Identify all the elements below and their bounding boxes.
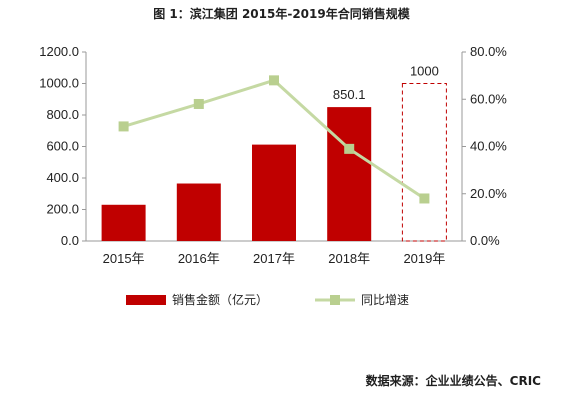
sales-bar: [327, 107, 372, 241]
right-tick-label: 40.0%: [470, 139, 507, 154]
sales-bar: [176, 183, 221, 241]
legend-swatch-sales: [126, 295, 166, 305]
bars: [101, 83, 447, 242]
x-tick-label: 2019年: [403, 251, 445, 266]
left-tick-label: 400.0: [46, 170, 79, 185]
right-axis-ticks: 0.0% 20.0% 40.0% 60.0% 80.0%: [462, 44, 507, 248]
legend-label-sales: 销售金额（亿元）: [172, 292, 268, 307]
left-tick-label: 800.0: [46, 107, 79, 122]
sales-bar: [252, 144, 296, 241]
left-tick-label: 1000.0: [39, 76, 79, 91]
x-axis-labels: 2015年 2016年 2017年 2018年 2019年: [103, 251, 446, 266]
bar-data-label: 1000: [410, 64, 439, 79]
data-source: 数据来源：企业业绩公告、CRIC: [365, 374, 541, 388]
data-labels: 850.1 1000: [333, 64, 439, 103]
growth-rate-marker: [269, 75, 279, 86]
right-tick-label: 80.0%: [470, 44, 507, 59]
sales-bar: [101, 204, 146, 241]
x-tick-label: 2017年: [253, 251, 295, 266]
right-tick-label: 0.0%: [470, 233, 500, 248]
growth-rate-marker: [193, 98, 204, 109]
x-tick-label: 2018年: [328, 251, 370, 266]
x-tick-label: 2015年: [103, 251, 145, 266]
left-tick-label: 0.0: [61, 233, 79, 248]
growth-rate-marker: [419, 193, 430, 204]
left-tick-label: 200.0: [46, 202, 79, 217]
legend: 销售金额（亿元） 同比增速: [126, 292, 409, 307]
projected-bar: [401, 83, 447, 242]
growth-rate-marker: [344, 143, 355, 154]
bar-data-label: 850.1: [333, 87, 366, 102]
left-tick-label: 600.0: [46, 139, 79, 154]
legend-swatch-growth-marker: [330, 295, 340, 305]
left-axis-ticks: 0.0 200.0 400.0 600.0 800.0 1000.0 1200.0: [39, 44, 86, 248]
growth-rate-marker: [118, 121, 129, 132]
chart-title: 图 1：滨江集团 2015年-2019年合同销售规模: [153, 7, 410, 21]
left-tick-label: 1200.0: [39, 44, 79, 59]
right-tick-label: 60.0%: [470, 91, 507, 106]
legend-label-growth: 同比增速: [361, 293, 409, 307]
right-tick-label: 20.0%: [470, 186, 507, 201]
growth-line: [118, 75, 430, 204]
x-tick-label: 2016年: [178, 251, 220, 266]
